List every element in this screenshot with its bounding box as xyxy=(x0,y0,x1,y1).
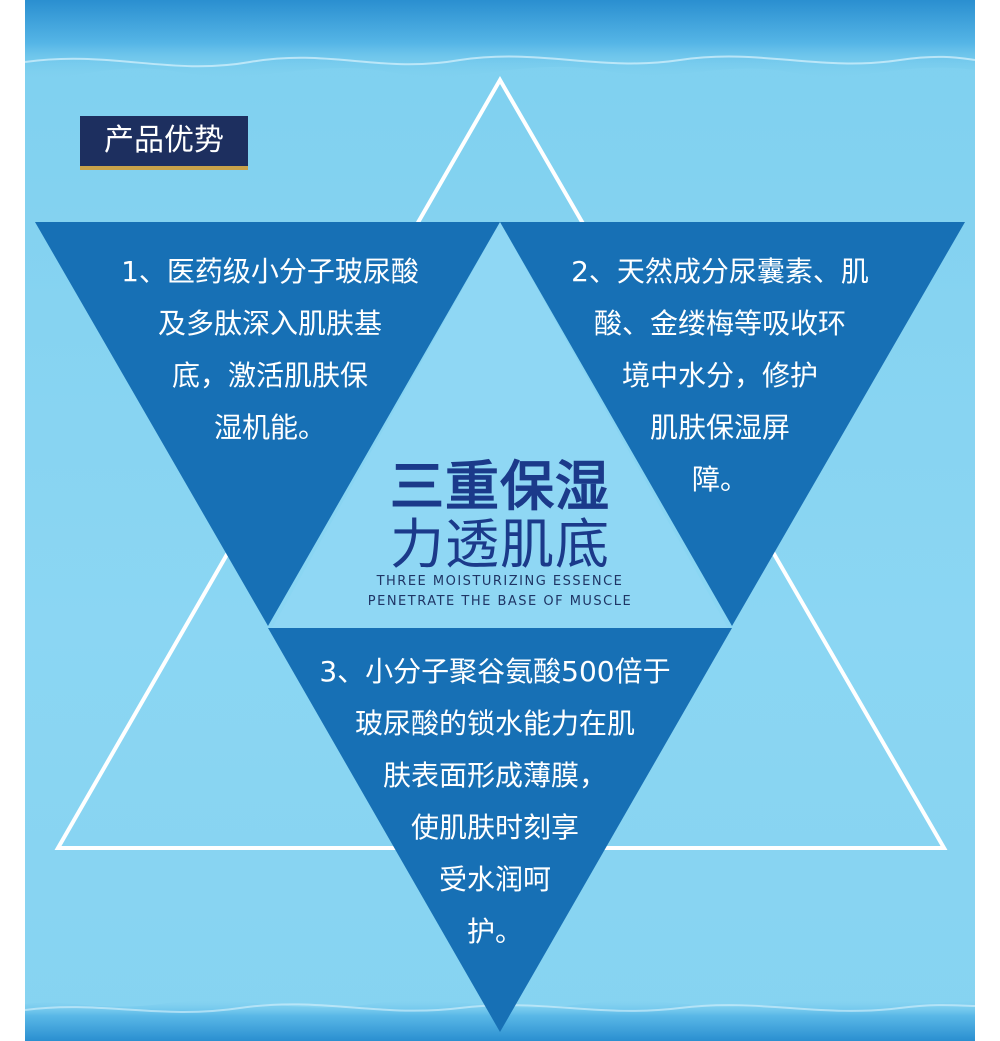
center-english-line-2: PENETRATE THE BASE OF MUSCLE xyxy=(367,594,633,609)
point-2-text: 2、天然成分尿囊素、肌 酸、金缕梅等吸收环 境中水分，修护 肌肤保湿屏 障。 xyxy=(530,246,910,506)
center-title-sub: 力透肌底 xyxy=(390,513,610,576)
center-triangle xyxy=(272,222,728,628)
triangle-bottom xyxy=(268,628,732,1032)
point-1-line: 底，激活肌肤保 xyxy=(171,359,368,392)
point-3-line: 肤表面形成薄膜， xyxy=(382,759,607,792)
point-2-line: 2、天然成分尿囊素、肌 xyxy=(571,255,869,288)
point-3-line: 受水润呵 xyxy=(438,863,551,896)
water-top-ripple xyxy=(24,55,976,68)
point-2-line: 酸、金缕梅等吸收环 xyxy=(593,307,846,340)
point-1-line: 湿机能。 xyxy=(213,411,326,444)
point-1-text: 1、医药级小分子玻尿酸 及多肽深入肌肤基 底，激活肌肤保 湿机能。 xyxy=(80,246,460,454)
product-advantage-tag: 产品优势 xyxy=(80,116,248,170)
point-3-line: 玻尿酸的锁水能力在肌 xyxy=(354,707,635,740)
point-3-line: 护。 xyxy=(466,915,523,948)
water-top xyxy=(25,0,975,79)
point-3-text: 3、小分子聚谷氨酸500倍于 玻尿酸的锁水能力在肌 肤表面形成薄膜， 使肌肤时刻… xyxy=(300,646,690,958)
point-2-line: 境中水分，修护 xyxy=(621,359,818,392)
point-1-line: 及多肽深入肌肤基 xyxy=(157,307,382,340)
point-3-line: 使肌肤时刻享 xyxy=(410,811,579,844)
center-english-line-1: THREE MOISTURIZING ESSENCE xyxy=(376,574,624,589)
center-title-main: 三重保湿 xyxy=(390,455,610,518)
water-bottom-ripple xyxy=(24,1003,976,1013)
point-3-line: 3、小分子聚谷氨酸500倍于 xyxy=(319,655,671,688)
triangle-right xyxy=(500,222,965,626)
triangle-left xyxy=(35,222,500,626)
point-2-line: 障。 xyxy=(691,463,748,496)
point-1-line: 1、医药级小分子玻尿酸 xyxy=(121,255,419,288)
point-2-line: 肌肤保湿屏 xyxy=(649,411,790,444)
